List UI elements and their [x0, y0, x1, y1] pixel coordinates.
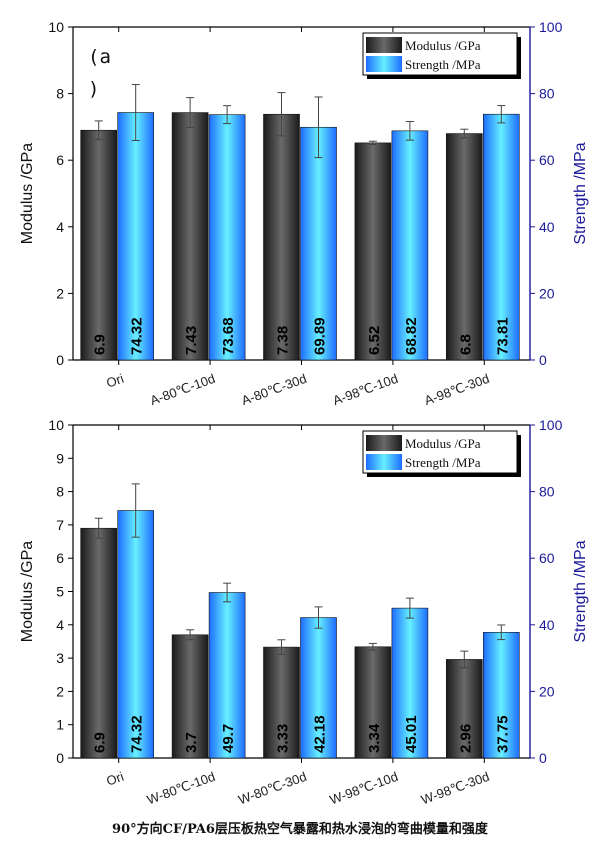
x-tick-label: A-80℃-30d	[239, 371, 308, 408]
left-tick-label: 9	[56, 450, 64, 466]
left-tick-label: 3	[56, 650, 64, 666]
legend-label: Modulus /GPa	[405, 436, 481, 451]
left-tick-label: 0	[56, 750, 64, 766]
right-tick-label: 100	[539, 19, 563, 35]
right-tick-label: 80	[539, 86, 555, 102]
panel-label: (a	[88, 46, 111, 68]
bar-modulus	[171, 112, 209, 361]
bar-value-label: 69.89	[312, 317, 329, 355]
x-tick-label: Ori	[104, 769, 126, 789]
bar-modulus	[445, 133, 483, 361]
bar-value-label: 7.43	[183, 326, 200, 355]
left-tick-label: 10	[48, 417, 64, 433]
y2-axis-label: Strength /MPa	[572, 142, 589, 244]
bar-value-label: 68.82	[403, 317, 420, 355]
bar-strength	[208, 114, 246, 361]
right-tick-label: 0	[539, 352, 547, 368]
bar-modulus	[354, 646, 392, 759]
legend-swatch-strength	[366, 56, 402, 72]
left-tick-label: 2	[56, 285, 64, 301]
bar-modulus	[80, 527, 117, 759]
bar-value-label: 6.9	[92, 732, 109, 753]
bar-modulus	[354, 142, 392, 361]
bar-value-label: 73.68	[220, 317, 237, 355]
bar-value-label: 42.18	[312, 715, 329, 753]
right-tick-label: 40	[539, 219, 555, 235]
bar-strength	[391, 130, 429, 361]
bar-value-label: 3.33	[275, 724, 292, 753]
legend-swatch-modulus	[366, 435, 402, 451]
left-tick-label: 7	[56, 517, 64, 533]
bar-value-label: 7.38	[275, 326, 292, 355]
bar-modulus	[263, 113, 300, 361]
x-tick-label: A-98℃-10d	[331, 371, 400, 408]
panel-label-close: )	[88, 78, 99, 100]
x-tick-label: W-98℃-30d	[419, 769, 491, 808]
x-tick-label: Ori	[104, 371, 126, 391]
right-tick-label: 40	[539, 617, 555, 633]
right-tick-label: 80	[539, 484, 555, 500]
left-tick-label: 4	[56, 617, 64, 633]
x-tick-label: A-80℃-10d	[148, 371, 217, 408]
bar-value-label: 74.32	[129, 317, 146, 355]
x-tick-label: W-80℃-10d	[145, 769, 217, 808]
left-tick-label: 6	[56, 152, 64, 168]
left-tick-label: 1	[56, 717, 64, 733]
right-tick-label: 100	[539, 417, 563, 433]
right-tick-label: 20	[539, 285, 555, 301]
left-tick-label: 4	[56, 219, 64, 235]
bar-value-label: 49.7	[220, 724, 237, 753]
left-tick-label: 10	[48, 19, 64, 35]
bar-modulus	[445, 659, 483, 759]
bar-value-label: 74.32	[129, 715, 146, 753]
left-tick-label: 2	[56, 683, 64, 699]
bar-strength	[208, 592, 246, 759]
bar-strength	[482, 113, 520, 361]
bar-strength	[300, 126, 337, 361]
bar-value-label: 6.9	[92, 334, 109, 355]
bar-value-label: 2.96	[457, 724, 474, 753]
figure-caption: 90°方向CF/PA6层压板热空气暴露和热水浸泡的弯曲模量和强度	[112, 822, 488, 837]
right-tick-label: 20	[539, 683, 555, 699]
x-tick-label: A-98℃-30d	[422, 371, 491, 408]
y-axis-label: Modulus /GPa	[19, 541, 36, 642]
bar-value-label: 6.52	[366, 326, 383, 355]
x-tick-label: W-80℃-30d	[236, 769, 308, 808]
bar-value-label: 37.75	[494, 715, 511, 753]
bar-strength	[300, 617, 337, 759]
legend-swatch-strength	[366, 454, 402, 470]
legend-label: Strength /MPa	[405, 57, 481, 72]
bar-value-label: 45.01	[403, 715, 420, 753]
bar-strength	[117, 112, 154, 361]
right-tick-label: 60	[539, 550, 555, 566]
left-tick-label: 8	[56, 86, 64, 102]
left-tick-label: 0	[56, 352, 64, 368]
y2-axis-label: Strength /MPa	[572, 540, 589, 642]
bar-modulus	[263, 646, 300, 759]
bar-modulus	[80, 129, 117, 361]
bar-value-label: 6.8	[457, 334, 474, 355]
left-tick-label: 5	[56, 584, 64, 600]
x-tick-label: W-98℃-10d	[328, 769, 400, 808]
bar-value-label: 3.7	[183, 732, 200, 753]
legend-label: Modulus /GPa	[405, 38, 481, 53]
y-axis-label: Modulus /GPa	[19, 143, 36, 244]
left-tick-label: 8	[56, 484, 64, 500]
left-tick-label: 6	[56, 550, 64, 566]
bar-value-label: 3.34	[366, 723, 383, 753]
right-tick-label: 0	[539, 750, 547, 766]
right-tick-label: 60	[539, 152, 555, 168]
bar-value-label: 73.81	[494, 317, 511, 355]
legend-label: Strength /MPa	[405, 455, 481, 470]
bar-modulus	[171, 634, 209, 759]
legend-swatch-modulus	[366, 37, 402, 53]
